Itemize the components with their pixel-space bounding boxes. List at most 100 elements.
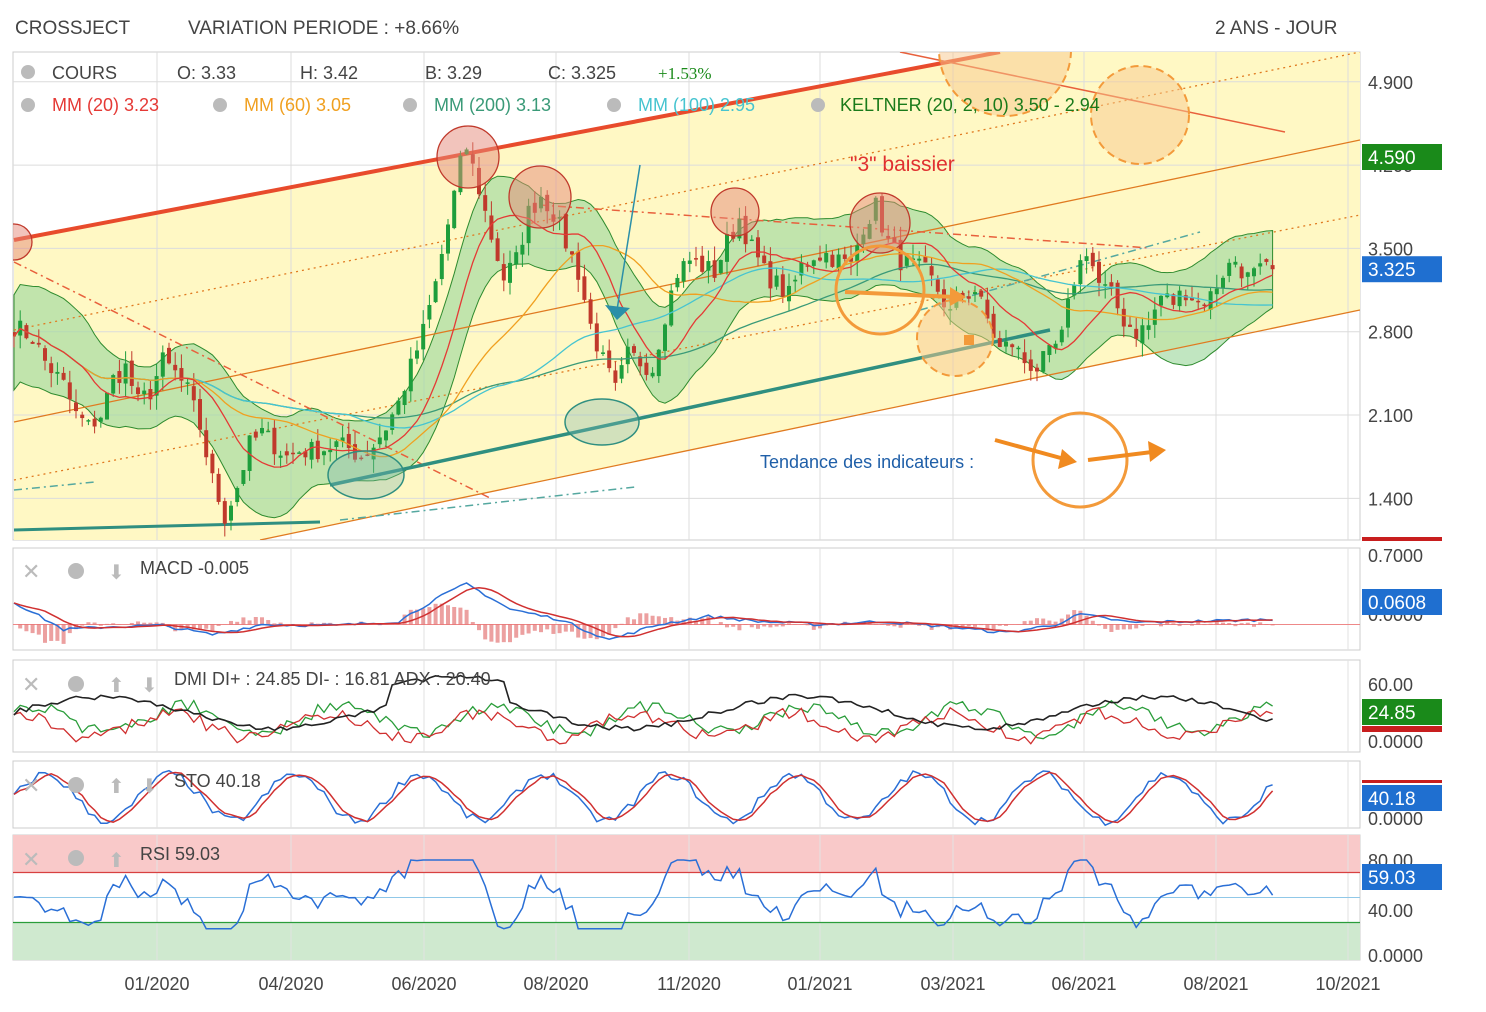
macd-histogram-bar [725,624,729,628]
candle-body [712,260,717,278]
candle-body [67,382,72,400]
macd-histogram-bar [439,603,444,625]
macd-down-icon[interactable]: ⬇ [108,562,125,584]
mm200-gear-icon[interactable] [403,98,417,112]
dmi-label: DMI DI+ : 24.85 DI- : 16.81 ADX : 20.40 [174,669,491,689]
dmi-tick-label: 0.0000 [1368,732,1423,752]
macd-histogram-bar [805,624,810,626]
mm100-gear-icon[interactable] [607,98,621,112]
last-price-badge-bg [1362,256,1442,283]
legend-change: +1.53% [658,64,712,83]
mm20-gear-icon[interactable] [21,98,35,112]
mm100-line [13,267,1273,429]
price-tick-label: 4.900 [1368,73,1413,93]
candle-body [495,238,500,261]
macd-histogram-bar [1078,610,1083,625]
sto-gear-icon[interactable] [68,777,84,793]
macd-histogram-bar [501,624,506,643]
macd-histogram-bar [495,624,500,643]
candle-body [235,487,240,503]
macd-histogram-bar [24,624,29,632]
sto-tick-label: 0.0000 [1368,809,1423,829]
macd-close-icon[interactable]: ✕ [22,559,40,584]
candle-body [1190,297,1194,301]
candle-body [601,352,605,354]
rsi-up-icon[interactable]: ⬆ [108,850,125,872]
dmi-close-icon[interactable]: ✕ [22,672,40,697]
macd-histogram-bar [731,624,736,627]
orange-dashed-circle-top [938,52,1072,117]
candle-body [1128,324,1132,327]
macd-histogram-bar [1072,610,1077,625]
dmi-minus-line [13,706,1273,745]
candle-body [123,363,128,384]
candle-body [836,254,841,269]
candle-body [1047,344,1052,355]
macd-histogram-bar [1165,622,1170,625]
trend-arrow-down-head [1058,449,1077,469]
macd-gear-icon[interactable] [68,563,84,579]
price-tick-label: 1.400 [1368,489,1413,509]
dmi-up-icon[interactable]: ⬆ [108,675,125,697]
macd-histogram-bar [687,617,692,625]
macd-histogram-bar [570,624,574,632]
macd-histogram-bar [18,624,23,629]
adx-line [13,674,1273,732]
candle-body [1134,328,1139,339]
candle-body [644,362,649,375]
candle-body [446,224,450,254]
macd-histogram-bar [1227,623,1232,625]
macd-histogram-bar [774,624,779,627]
sto-up-icon[interactable]: ⬆ [108,776,125,798]
keltner-gear-icon[interactable] [811,98,825,112]
macd-histogram-bar [737,624,742,631]
sto-down-icon[interactable]: ⬇ [141,776,158,798]
macd-histogram-bar [36,624,41,635]
macd-histogram-bar [253,617,258,625]
macd-histogram-bar [594,624,599,640]
macd-histogram-bar [235,621,240,625]
rsi-gear-icon[interactable] [68,850,84,866]
candle-body [1004,341,1008,347]
macd-histogram-bar [545,624,550,630]
candle-body [1041,351,1046,372]
descending-dashed-line [13,261,491,499]
dmi-gear-icon[interactable] [68,676,84,692]
macd-histogram-bar [873,623,878,625]
macd-histogram-bar [985,624,990,631]
candle-body [842,254,847,259]
candle-body [1084,256,1089,262]
period-selector[interactable]: 2 ANS - JOUR [1215,18,1338,39]
dmi-down-icon[interactable]: ⬇ [141,675,158,697]
cours-gear-icon[interactable] [21,65,35,79]
macd-histogram-bar [718,622,723,625]
candle-body [433,281,438,303]
macd-histogram-bar [315,623,320,625]
candle-body [1196,300,1201,303]
mm60-gear-icon[interactable] [213,98,227,112]
candle-body [520,244,525,255]
candle-body [402,390,407,406]
candle-body [824,252,829,263]
candle-body [1059,329,1064,343]
candle-body [346,433,351,449]
macd-chart [13,548,1360,650]
candle-body [377,437,382,445]
candle-body [43,348,47,361]
rsi-close-icon[interactable]: ✕ [22,847,40,872]
teal-dashed-line-right [919,231,1201,311]
macd-histogram-bar [30,624,35,634]
macd-histogram-bar [979,624,984,626]
macd-histogram-bar [105,623,109,625]
keltner-band [13,175,1274,519]
candle-body [632,346,636,353]
macd-histogram-bar [309,622,314,625]
resistance-touch-circle [849,192,911,254]
macd-histogram-bar [142,622,147,625]
candle-body [185,382,190,384]
bottom-support-line [13,520,321,532]
candle-body [1171,294,1176,305]
mm60-line [13,244,1273,458]
sto-close-icon[interactable]: ✕ [22,773,40,798]
